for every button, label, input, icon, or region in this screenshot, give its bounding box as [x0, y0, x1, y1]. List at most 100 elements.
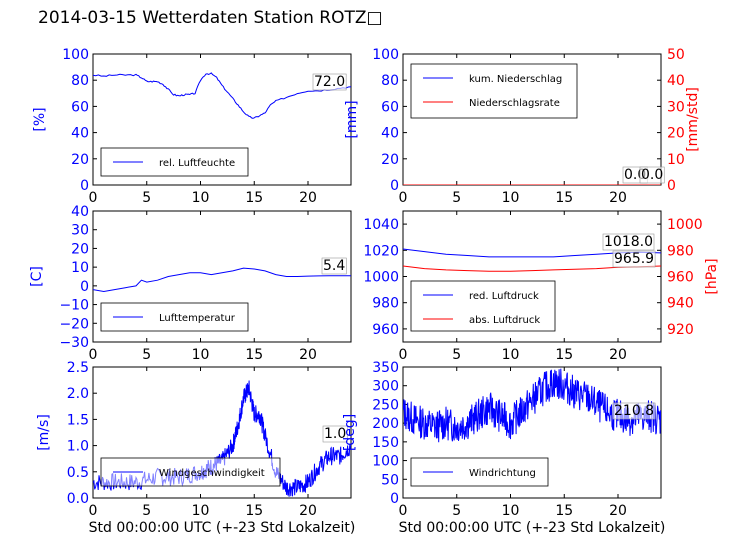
humidity-ylabel: [%]: [32, 107, 48, 131]
temperature-ytick-label: −10: [59, 298, 89, 314]
wind-speed-ytick-label: 1.5: [67, 412, 89, 428]
wind-direction-xtick-label: 0: [399, 503, 408, 519]
wind-direction-axes-frame: [402, 366, 662, 499]
pressure-ytick-label: 960: [372, 322, 399, 338]
temperature-ytick-label: 30: [71, 223, 89, 239]
wind-speed-xtick-label: 5: [142, 503, 151, 519]
wind-speed-xlabel: Std 00:00:00 UTC (+-23 Std Lokalzeit): [89, 520, 356, 536]
pressure-legend-box: [410, 280, 556, 332]
temperature-ytick-label: −30: [59, 335, 89, 351]
pressure-ytick-label: 980: [372, 296, 399, 312]
wind-speed-ytick-label: 2.0: [67, 386, 89, 402]
temperature-series-line-0: [93, 267, 351, 293]
pressure-value-annotation-box-1: [612, 250, 656, 268]
wind-direction-ytick-label: 50: [381, 472, 399, 488]
precip-ytick-label: 40: [381, 126, 399, 142]
precip-ytick-label: 80: [381, 73, 399, 89]
pressure-y2tick-label: 940: [667, 296, 694, 312]
humidity-xtick-label: 0: [89, 190, 98, 206]
humidity-xtick-label: 20: [299, 190, 317, 206]
pressure-ytick-label: 1020: [363, 243, 399, 259]
pressure-y2tick-label: 980: [667, 243, 694, 259]
temperature-xtick-label: 10: [192, 347, 210, 363]
pressure-y2tick-label: 920: [667, 322, 694, 338]
precip-legend-box: [410, 63, 578, 119]
pressure-xtick-label: 10: [502, 347, 520, 363]
precip-ylabel: [mm]: [344, 100, 360, 138]
precip-ytick-label: 20: [381, 152, 399, 168]
pressure-legend-label-1: abs. Luftdruck: [469, 315, 540, 326]
humidity-series-line-0: [93, 72, 351, 119]
temperature-legend-label-0: Lufttemperatur: [159, 313, 236, 324]
precip-xtick-label: 20: [609, 190, 627, 206]
pressure-value-annotation-box-0: [602, 233, 655, 251]
pressure-ytick-label: 1000: [363, 270, 399, 286]
wind-direction-value-annotation-0: 210.8: [614, 403, 654, 419]
wind-speed-ytick-label: 0.0: [67, 491, 89, 507]
pressure-xtick-label: 20: [609, 347, 627, 363]
precip-value-annotation-1: 0.0: [641, 167, 663, 183]
wind-direction-ytick-label: 200: [372, 416, 399, 432]
wind-direction-xtick-label: 20: [609, 503, 627, 519]
wind-direction-xtick-label: 5: [452, 503, 461, 519]
wind-direction-value-annotation-box-0: [612, 402, 656, 420]
pressure-ytick-label: 1040: [363, 217, 399, 233]
precip-ytick-label: 60: [381, 99, 399, 115]
humidity-ytick-label: 80: [71, 73, 89, 89]
wind-direction-ytick-label: 350: [372, 360, 399, 376]
humidity-value-annotation-box-0: [312, 73, 347, 91]
precip-y2tick-label: 10: [667, 152, 685, 168]
wind-speed-ytick-label: 1.0: [67, 439, 89, 455]
humidity-xtick-label: 15: [245, 190, 263, 206]
temperature-xtick-label: 15: [245, 347, 263, 363]
temperature-ytick-label: 20: [71, 241, 89, 257]
figure-title: 2014-03-15 Wetterdaten Station ROTZ□: [38, 8, 383, 28]
humidity-xtick-label: 5: [142, 190, 151, 206]
pressure-y2tick-label: 960: [667, 270, 694, 286]
precip-xtick-label: 0: [399, 190, 408, 206]
wind-speed-xtick-label: 10: [192, 503, 210, 519]
precip-legend-label-0: kum. Niederschlag: [469, 74, 562, 85]
humidity-ytick-label: 40: [71, 126, 89, 142]
temperature-ytick-label: 10: [71, 260, 89, 276]
wind-speed-value-annotation-0: 1.0: [324, 426, 346, 442]
wind-speed-value-annotation-box-0: [322, 425, 348, 443]
wind-speed-ylabel: [m/s]: [36, 414, 52, 451]
wind-direction-series-line-0: [403, 368, 661, 443]
humidity-xtick-label: 10: [192, 190, 210, 206]
wind-direction-ytick-label: 150: [372, 435, 399, 451]
precip-value-annotation-box-1: [639, 166, 665, 184]
wind-speed-axes-frame: [92, 366, 352, 499]
temperature-ytick-label: −20: [59, 316, 89, 332]
temperature-xtick-label: 20: [299, 347, 317, 363]
wind-speed-ytick-label: 2.5: [67, 360, 89, 376]
pressure-xtick-label: 5: [452, 347, 461, 363]
temperature-ytick-label: 0: [80, 279, 89, 295]
pressure-y2label: [hPa]: [704, 258, 720, 294]
wind-direction-ylabel: [deg]: [342, 414, 358, 451]
wind-speed-legend-label-0: Windgeschwindigkeit: [159, 468, 265, 479]
temperature-legend-box: [100, 302, 249, 332]
humidity-legend-label-0: rel. Luftfeuchte: [159, 158, 235, 169]
wind-direction-ytick-label: 250: [372, 397, 399, 413]
precip-ytick-label: 100: [372, 47, 399, 63]
precip-legend-label-1: Niederschlagsrate: [469, 98, 560, 109]
pressure-xtick-label: 15: [555, 347, 573, 363]
wind-direction-xtick-label: 15: [555, 503, 573, 519]
wind-direction-xlabel: Std 00:00:00 UTC (+-23 Std Lokalzeit): [399, 520, 666, 536]
precip-y2tick-label: 40: [667, 73, 685, 89]
wind-speed-xtick-label: 15: [245, 503, 263, 519]
temperature-value-annotation-box-0: [321, 257, 347, 275]
wind-speed-xtick-label: 0: [89, 503, 98, 519]
wind-speed-ytick-label: 0.5: [67, 465, 89, 481]
humidity-ytick-label: 60: [71, 99, 89, 115]
temperature-xtick-label: 5: [142, 347, 151, 363]
humidity-ytick-label: 0: [80, 178, 89, 194]
pressure-xtick-label: 0: [399, 347, 408, 363]
wind-direction-legend-label-0: Windrichtung: [469, 468, 536, 479]
precip-y2tick-label: 30: [667, 99, 685, 115]
humidity-axes-frame: [92, 53, 352, 186]
humidity-ytick-label: 100: [62, 47, 89, 63]
